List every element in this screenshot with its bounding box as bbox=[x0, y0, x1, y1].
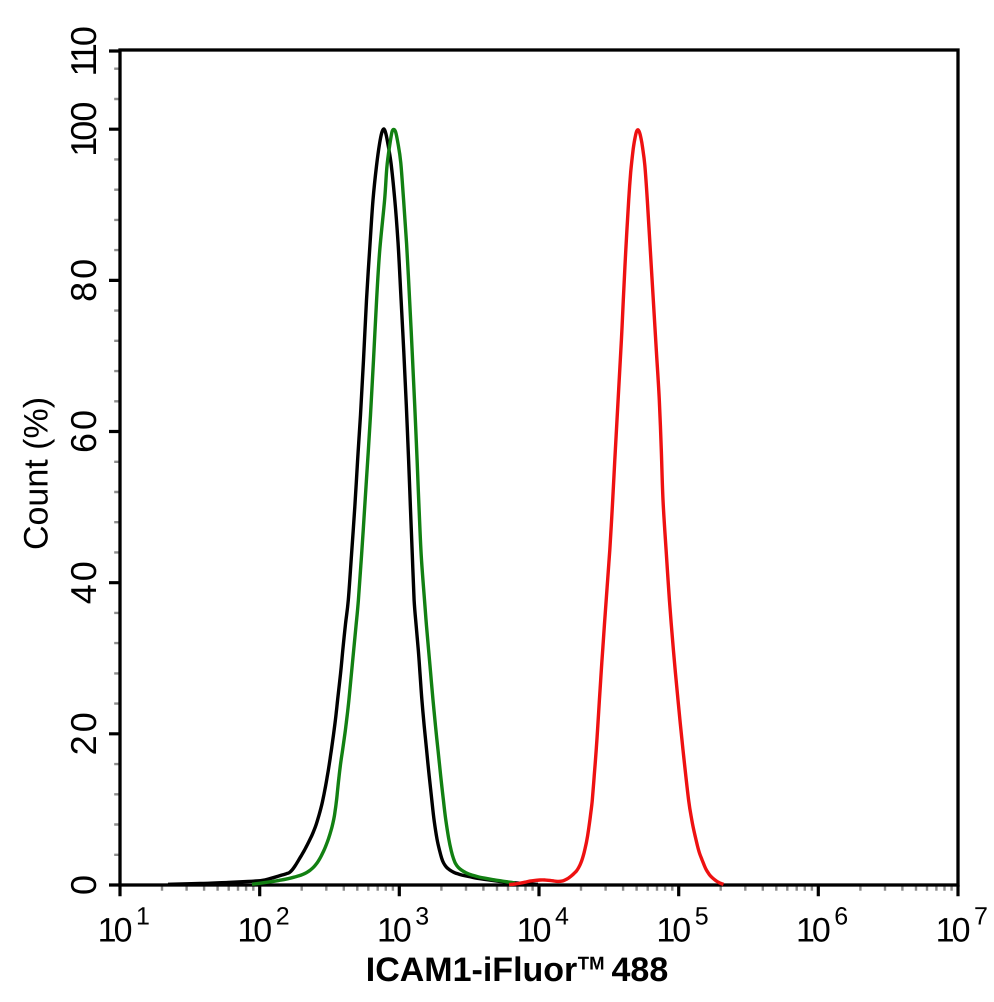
svg-text:4: 4 bbox=[555, 903, 569, 931]
svg-text:100: 100 bbox=[63, 102, 104, 157]
svg-text:488: 488 bbox=[612, 951, 669, 989]
svg-text:5: 5 bbox=[695, 903, 709, 931]
svg-text:110: 110 bbox=[63, 26, 104, 76]
svg-text:10: 10 bbox=[936, 912, 971, 950]
svg-text:ICAM1-iFluor: ICAM1-iFluor bbox=[366, 951, 578, 989]
svg-text:1: 1 bbox=[136, 903, 150, 931]
svg-text:10: 10 bbox=[517, 912, 552, 950]
svg-text:10: 10 bbox=[377, 912, 412, 950]
svg-text:7: 7 bbox=[974, 903, 988, 931]
svg-text:3: 3 bbox=[415, 903, 429, 931]
svg-text:6: 6 bbox=[834, 903, 848, 931]
svg-text:Count (%): Count (%) bbox=[18, 397, 56, 550]
svg-text:2: 2 bbox=[276, 903, 290, 931]
svg-text:10: 10 bbox=[98, 912, 133, 950]
svg-text:0: 0 bbox=[63, 875, 104, 895]
svg-text:10: 10 bbox=[656, 912, 691, 950]
svg-text:10: 10 bbox=[237, 912, 272, 950]
svg-text:10: 10 bbox=[796, 912, 831, 950]
svg-text:TM: TM bbox=[578, 953, 605, 974]
